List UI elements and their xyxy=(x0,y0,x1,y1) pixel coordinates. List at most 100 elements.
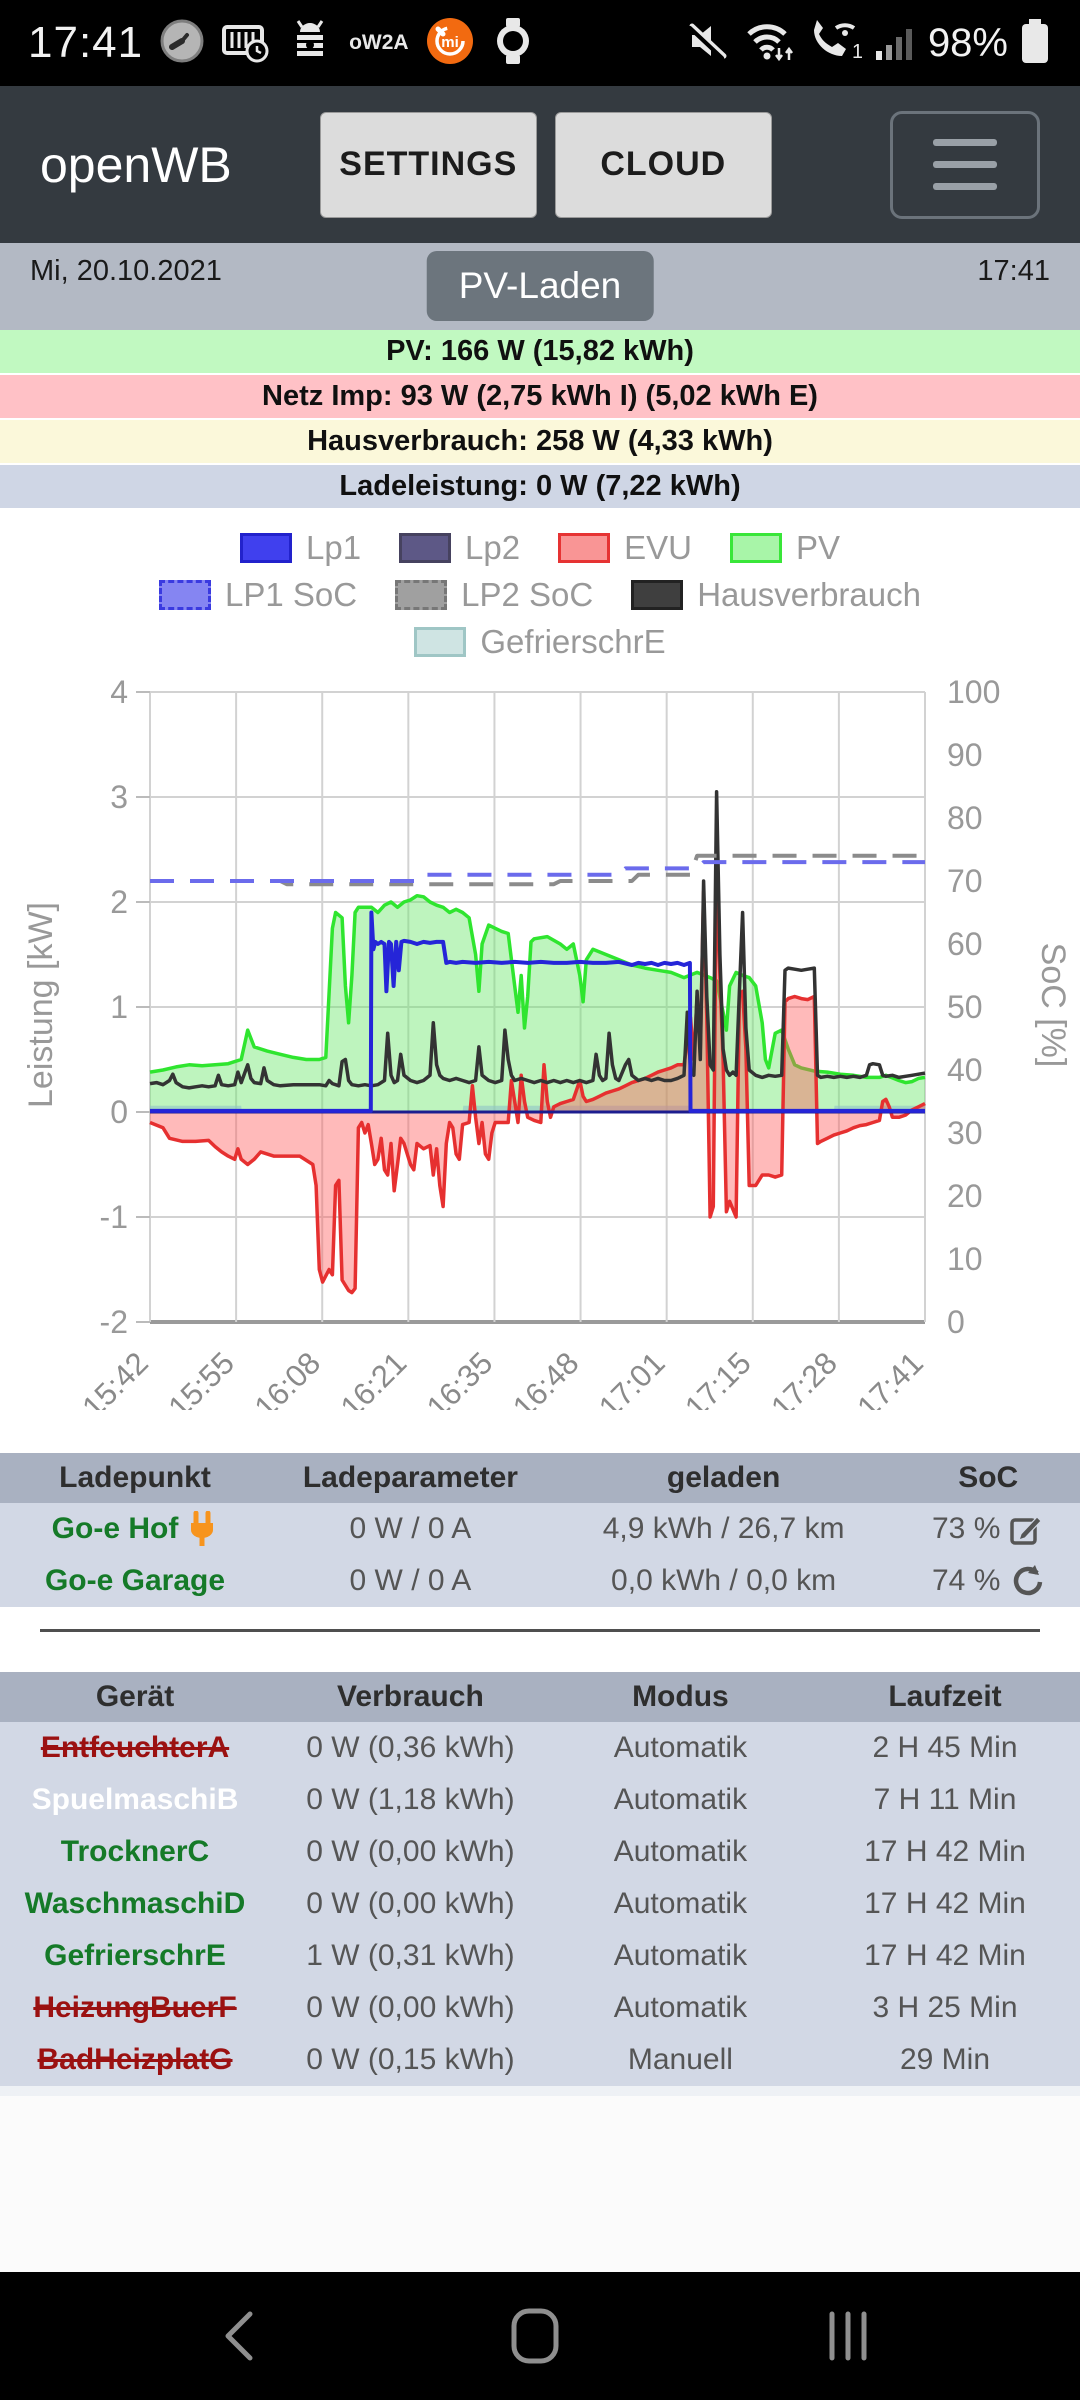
legend-swatch xyxy=(631,579,684,610)
device-row: HeizungBuerF 0 W (0,00 kWh) Automatik 3 H 2… xyxy=(0,1982,1080,2034)
device-consumption: 0 W (0,00 kWh) xyxy=(306,1887,515,1920)
wifi-calling-icon: 1 xyxy=(806,18,863,69)
legend-item-lp1[interactable]: Lp1 xyxy=(239,529,361,567)
table-end-strip xyxy=(0,2086,1080,2096)
device-row: SpuelmaschiB 0 W (1,18 kWh) Automatik 7 H 1… xyxy=(0,1774,1080,1826)
svg-text:3: 3 xyxy=(110,779,128,815)
legend-item-lp2-soc[interactable]: LP2 SoC xyxy=(395,576,593,614)
device-mode: Automatik xyxy=(613,1887,748,1920)
calendar-clock-icon xyxy=(221,18,271,69)
settings-button[interactable]: SETTINGS xyxy=(319,111,537,218)
charged-amount: 4,9 kWh / 26,7 km xyxy=(602,1512,845,1545)
smart-home-device-table: Gerät Verbrauch Modus Laufzeit EntfeuchterA… xyxy=(0,1672,1080,2086)
svg-text:SoC [%]: SoC [%] xyxy=(1034,943,1072,1068)
svg-text:16:48: 16:48 xyxy=(506,1345,586,1410)
legend-label: GefrierschrE xyxy=(480,622,666,660)
device-runtime: 29 Min xyxy=(899,2043,990,2076)
legend-swatch xyxy=(239,532,292,563)
charge-point-name: Go-e Garage xyxy=(44,1564,226,1597)
plug-icon xyxy=(191,1511,214,1546)
legend-item-lp2[interactable]: Lp2 xyxy=(399,529,520,567)
nav-recents-icon[interactable] xyxy=(818,2306,878,2371)
svg-text:16:08: 16:08 xyxy=(248,1345,328,1410)
section-divider xyxy=(0,1629,1080,1632)
device-name[interactable]: TrocknerC xyxy=(60,1835,210,1868)
device-runtime: 17 H 42 Min xyxy=(864,1835,1026,1868)
charge-params: 0 W / 0 A xyxy=(349,1512,472,1545)
charged-amount: 0,0 kWh / 0,0 km xyxy=(611,1564,837,1597)
svg-text:17:41: 17:41 xyxy=(850,1345,930,1410)
watch-icon xyxy=(491,16,535,71)
svg-text:Leistung [kW]: Leistung [kW] xyxy=(22,902,60,1108)
svg-text:17:15: 17:15 xyxy=(678,1345,758,1410)
legend-item-gefrierschre[interactable]: GefrierschrE xyxy=(414,622,666,661)
column-header: Ladepunkt xyxy=(59,1461,211,1494)
legend-item-lp1-soc[interactable]: LP1 SoC xyxy=(159,576,357,614)
device-name[interactable]: BadHeizplatG xyxy=(37,2043,233,2076)
device-runtime: 2 H 45 Min xyxy=(872,1731,1018,1764)
legend-label: Hausverbrauch xyxy=(697,575,921,613)
battery-percent-text: 98% xyxy=(927,20,1008,65)
device-mode: Automatik xyxy=(613,1939,748,1972)
device-name[interactable]: GefrierschrE xyxy=(44,1939,226,1972)
edit-soc-icon[interactable] xyxy=(1008,1511,1044,1547)
device-row: EntfeuchterA 0 W (0,36 kWh) Automatik 2 H 4… xyxy=(0,1722,1080,1774)
device-mode: Manuell xyxy=(627,2043,733,2076)
device-name[interactable]: SpuelmaschiB xyxy=(31,1783,239,1816)
device-runtime: 3 H 25 Min xyxy=(872,1991,1018,2024)
svg-text:0: 0 xyxy=(110,1094,128,1130)
legend-item-evu[interactable]: EVU xyxy=(558,529,692,567)
device-consumption: 0 W (0,15 kWh) xyxy=(306,2043,515,2076)
device-consumption: 0 W (0,00 kWh) xyxy=(306,1991,515,2024)
device-name[interactable]: WaschmaschiD xyxy=(24,1887,246,1920)
page-filler xyxy=(0,2096,1080,2272)
menu-button[interactable] xyxy=(890,110,1040,219)
device-name[interactable]: EntfeuchterA xyxy=(40,1731,230,1764)
refresh-soc-icon[interactable] xyxy=(1008,1563,1044,1599)
svg-text:90: 90 xyxy=(947,737,983,773)
app-bar: openWB SETTINGS CLOUD xyxy=(0,86,1080,243)
legend-label: Lp2 xyxy=(465,528,521,566)
app-title: openWB xyxy=(40,136,232,193)
device-mode: Automatik xyxy=(613,1991,748,2024)
chart-legend: Lp1 Lp2 EVU PV LP1 SoC LP2 SoC Hausverbrauch Ge… xyxy=(0,510,1080,665)
wifi-icon xyxy=(742,18,796,69)
svg-text:30: 30 xyxy=(947,1115,983,1151)
device-row: TrocknerC 0 W (0,00 kWh) Automatik 17 H 42 … xyxy=(0,1826,1080,1878)
device-consumption: 0 W (1,18 kWh) xyxy=(306,1783,515,1816)
svg-text:100: 100 xyxy=(947,674,1000,710)
device-runtime: 17 H 42 Min xyxy=(864,1939,1026,1972)
cloud-button[interactable]: CLOUD xyxy=(554,111,772,218)
nav-back-icon[interactable] xyxy=(212,2306,272,2371)
legend-swatch xyxy=(159,579,212,610)
svg-text:80: 80 xyxy=(947,800,983,836)
device-runtime: 7 H 11 Min xyxy=(873,1783,1017,1816)
date-text: Mi, 20.10.2021 xyxy=(30,255,222,287)
device-row: GefrierschrE 1 W (0,31 kWh) Automatik 17 H … xyxy=(0,1930,1080,1982)
charge-params: 0 W / 0 A xyxy=(349,1564,472,1597)
device-name[interactable]: HeizungBuerF xyxy=(33,1991,237,2024)
status-clock-text: 17:41 xyxy=(28,18,144,67)
device-runtime: 17 H 42 Min xyxy=(864,1887,1026,1920)
svg-text:17:01: 17:01 xyxy=(592,1345,672,1410)
grid-status-bar: Netz Imp: 93 W (2,75 kWh I) (5,02 kWh E) xyxy=(0,375,1080,418)
signal-strength-icon xyxy=(872,18,918,69)
status-bar: 17:41 oW2A mi 1 98% xyxy=(0,0,1080,86)
svg-text:60: 60 xyxy=(947,926,983,962)
legend-label: EVU xyxy=(624,528,692,566)
legend-item-hausverbrauch[interactable]: Hausverbrauch xyxy=(631,576,921,614)
svg-text:16:35: 16:35 xyxy=(420,1345,500,1410)
hamburger-icon xyxy=(933,139,997,146)
house-status-bar: Hausverbrauch: 258 W (4,33 kWh) xyxy=(0,420,1080,463)
charge-mode-button[interactable]: PV-Laden xyxy=(426,251,654,321)
legend-swatch xyxy=(558,532,611,563)
soc-value: 73 % xyxy=(896,1503,1080,1555)
nav-home-icon[interactable] xyxy=(505,2306,565,2371)
svg-text:70: 70 xyxy=(947,863,983,899)
device-row: WaschmaschiD 0 W (0,00 kWh) Automatik 17 H … xyxy=(0,1878,1080,1930)
svg-text:4: 4 xyxy=(110,674,128,710)
svg-text:1: 1 xyxy=(852,41,862,63)
svg-text:0: 0 xyxy=(947,1304,965,1340)
legend-item-pv[interactable]: PV xyxy=(729,529,840,567)
legend-label: LP2 SoC xyxy=(461,575,594,613)
